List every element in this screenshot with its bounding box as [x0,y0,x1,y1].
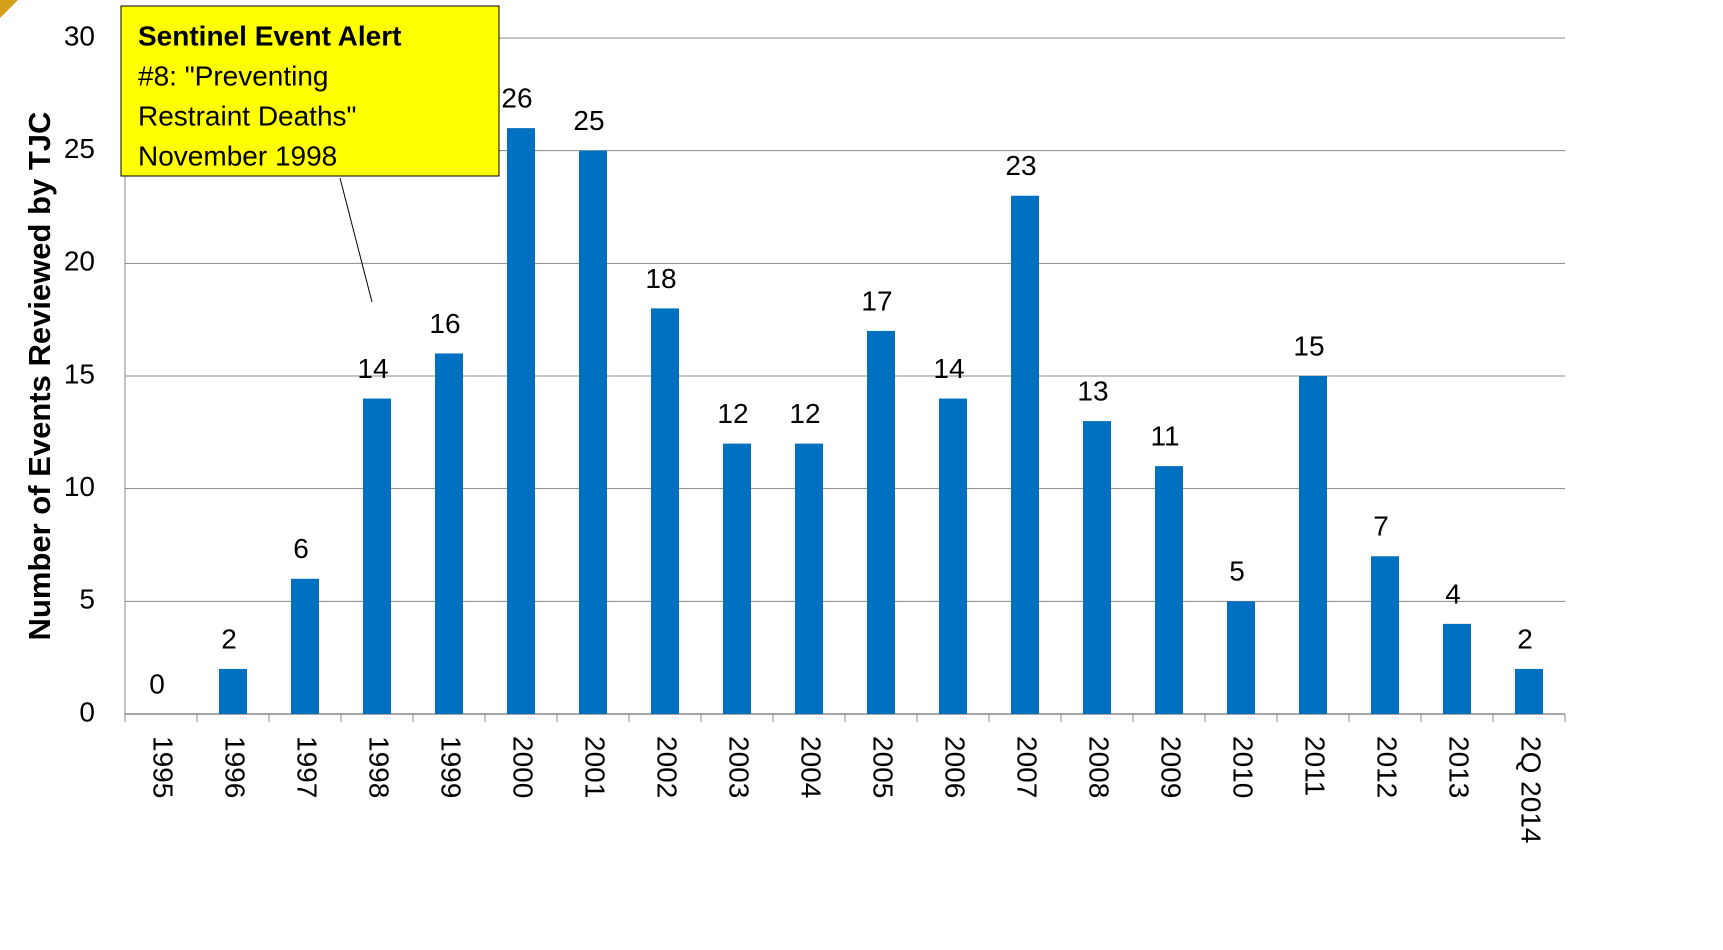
x-tick-label: 2003 [724,736,755,798]
bar [1083,421,1111,714]
x-tick-label: 2002 [652,736,683,798]
data-label: 4 [1445,578,1461,609]
bar [723,443,751,714]
data-label: 12 [789,398,820,429]
bar [579,150,607,714]
data-label: 7 [1373,511,1389,542]
data-label: 2 [1517,623,1533,654]
x-tick-label: 1997 [292,736,323,798]
data-label: 12 [717,398,748,429]
data-label: 18 [645,263,676,294]
corner-decoration [0,0,18,18]
bar [219,668,247,714]
bar [1443,623,1471,714]
annotation-text: #8: "Preventing [138,60,329,91]
x-tick-label: 2013 [1444,736,1475,798]
x-tick-label: 2001 [580,736,611,798]
bar [507,128,535,715]
annotation-text: Sentinel Event Alert [138,20,401,51]
data-label: 5 [1229,556,1245,587]
data-label: 17 [861,285,892,316]
data-label: 2 [221,623,237,654]
bar [795,443,823,714]
bar [1155,466,1183,714]
y-tick-label: 15 [64,358,95,389]
annotation-box [120,5,500,177]
x-tick-label: 1995 [148,736,179,798]
data-label: 0 [149,668,165,699]
x-tick-label: 2000 [508,736,539,798]
x-tick-label: 2009 [1156,736,1187,798]
y-tick-label: 5 [79,584,95,615]
data-label: 14 [933,353,964,384]
x-tick-label: 2006 [940,736,971,798]
x-tick-label: 2007 [1012,736,1043,798]
y-tick-label: 0 [79,696,95,727]
callout-line [339,177,373,303]
bar [1227,601,1255,714]
data-label: 25 [573,105,604,136]
bar [291,578,319,714]
y-tick-label: 10 [64,471,95,502]
data-label: 16 [429,308,460,339]
data-label: 15 [1293,330,1324,361]
bar [1371,556,1399,714]
x-tick-label: 2011 [1300,736,1331,796]
bar [1515,668,1543,714]
x-tick-label: 2Q 2014 [1516,736,1547,843]
x-tick-label: 1999 [436,736,467,798]
bar [435,353,463,714]
annotation-text: Restraint Deaths" [138,100,356,131]
bar [1299,376,1327,714]
bar [939,398,967,714]
x-tick-label: 2010 [1228,736,1259,798]
bar [651,308,679,714]
x-tick-label: 1998 [364,736,395,798]
data-label: 14 [357,353,388,384]
bar [363,398,391,714]
y-tick-label: 25 [64,133,95,164]
data-label: 11 [1150,421,1179,452]
data-label: 26 [501,83,532,114]
bar [1011,195,1039,714]
y-axis-label: Number of Events Reviewed by TJC [22,112,57,641]
x-tick-label: 2008 [1084,736,1115,798]
annotation-text: November 1998 [138,140,337,171]
x-tick-label: 2005 [868,736,899,798]
data-label: 13 [1077,375,1108,406]
bar [867,330,895,714]
y-tick-label: 20 [64,246,95,277]
x-tick-label: 2004 [796,736,827,798]
data-label: 23 [1005,150,1036,181]
y-tick-label: 30 [64,20,95,51]
x-tick-label: 2012 [1372,736,1403,798]
data-label: 6 [293,533,309,564]
x-tick-label: 1996 [220,736,251,798]
